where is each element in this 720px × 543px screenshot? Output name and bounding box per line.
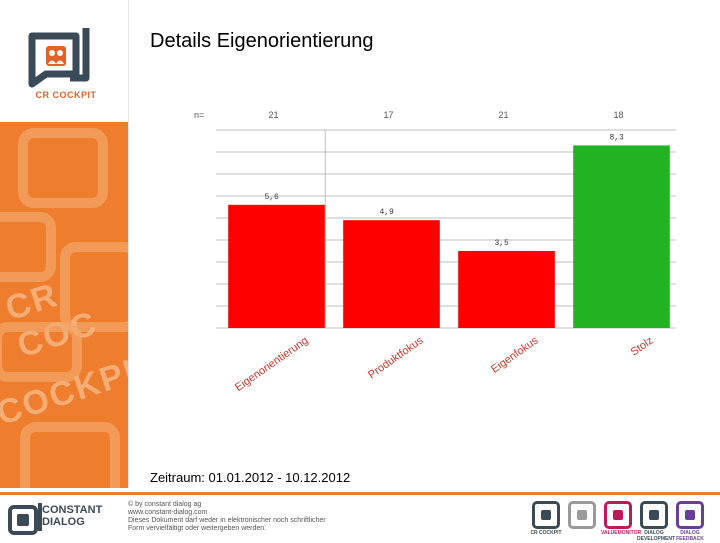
bar-value-label: 4,9: [379, 208, 394, 217]
bar: [458, 251, 555, 328]
sidebar: CR COCKPIT CR COC COCKPIT: [0, 0, 128, 488]
page-title: Details Eigenorientierung: [150, 30, 374, 52]
pattern-chat-shape: [0, 212, 56, 282]
n-value-label: 18: [613, 110, 623, 120]
footer-website-link[interactable]: www.constant-dialog.com: [128, 509, 208, 516]
bar-chart: n= 5,6 21 Eigenorientierung 4,9 17 Produktfoku…: [194, 110, 676, 394]
cr-cockpit-logo-icon: [28, 28, 90, 88]
n-value-label: 17: [383, 110, 393, 120]
brand-logo-icon: [568, 501, 596, 529]
sidebar-pattern: CR COC COCKPIT: [0, 122, 128, 488]
pattern-chat-shape: [18, 128, 108, 208]
n-value-label: 21: [498, 110, 508, 120]
bar: [228, 204, 325, 328]
sidebar-divider: [128, 0, 129, 488]
brand-logo-inner: [577, 510, 587, 520]
pattern-chat-shape: [60, 242, 128, 332]
footer-notice-line2: Form vervielfältigt oder weitergeben wer…: [128, 525, 267, 532]
category-tick-label: Stolz: [629, 335, 656, 359]
brand-logo-icon: [532, 501, 560, 529]
brand-logo-row: CR COCKPIT VALUEMONITOR DIALOG DEVELOPMENT…: [530, 501, 712, 542]
brand-logo-label: DIALOG FEEDBACK: [676, 530, 704, 542]
brand-logo-icon: [640, 501, 668, 529]
bar-value-label: 8,3: [609, 133, 624, 142]
category-tick-label: Eigenorientierung: [233, 335, 311, 394]
brand-logo-icon: [604, 501, 632, 529]
footer-notice-line1: Dieses Dokument darf weder in elektronis…: [128, 517, 326, 524]
n-value-label: 21: [268, 110, 278, 120]
brand-logo-label: VALUEMONITOR: [601, 530, 642, 536]
brand-logo-inner: [685, 510, 695, 520]
n-label: n=: [194, 110, 204, 120]
category-tick-label: Produktfokus: [366, 334, 426, 381]
footer-copyright: © by constant dialog ag www.constant-dia…: [128, 501, 326, 533]
sidebar-logo-area: CR COCKPIT: [0, 0, 128, 122]
constant-dialog-logo-icon: [8, 503, 42, 535]
footer-copyright-line: © by constant dialog ag: [128, 501, 202, 508]
footer-company-line1: CONSTANT: [42, 504, 103, 516]
bar-value-label: 3,5: [494, 239, 509, 248]
footer-company-line2: DIALOG: [42, 516, 85, 528]
brand-logo-inner: [541, 510, 551, 520]
brand-logo-label: DIALOG DEVELOPMENT: [637, 530, 676, 542]
brand-logo-inner: [649, 510, 659, 520]
period-label: Zeitraum: 01.01.2012 - 10.12.2012: [150, 470, 351, 485]
bar: [573, 145, 670, 328]
brand-logo-inner: [613, 510, 623, 520]
footer: CONSTANT DIALOG © by constant dialog ag …: [0, 492, 720, 543]
brand-logo-label: CR COCKPIT: [530, 530, 562, 536]
logo-text: CR COCKPIT: [35, 90, 97, 100]
bar-value-label: 5,6: [264, 193, 279, 202]
category-tick-label: Eigenfokus: [489, 334, 541, 375]
brand-logo-icon: [676, 501, 704, 529]
pattern-chat-shape: [0, 322, 82, 382]
footer-company: CONSTANT DIALOG: [42, 504, 102, 528]
bar: [343, 220, 440, 328]
pattern-chat-shape: [20, 422, 120, 488]
